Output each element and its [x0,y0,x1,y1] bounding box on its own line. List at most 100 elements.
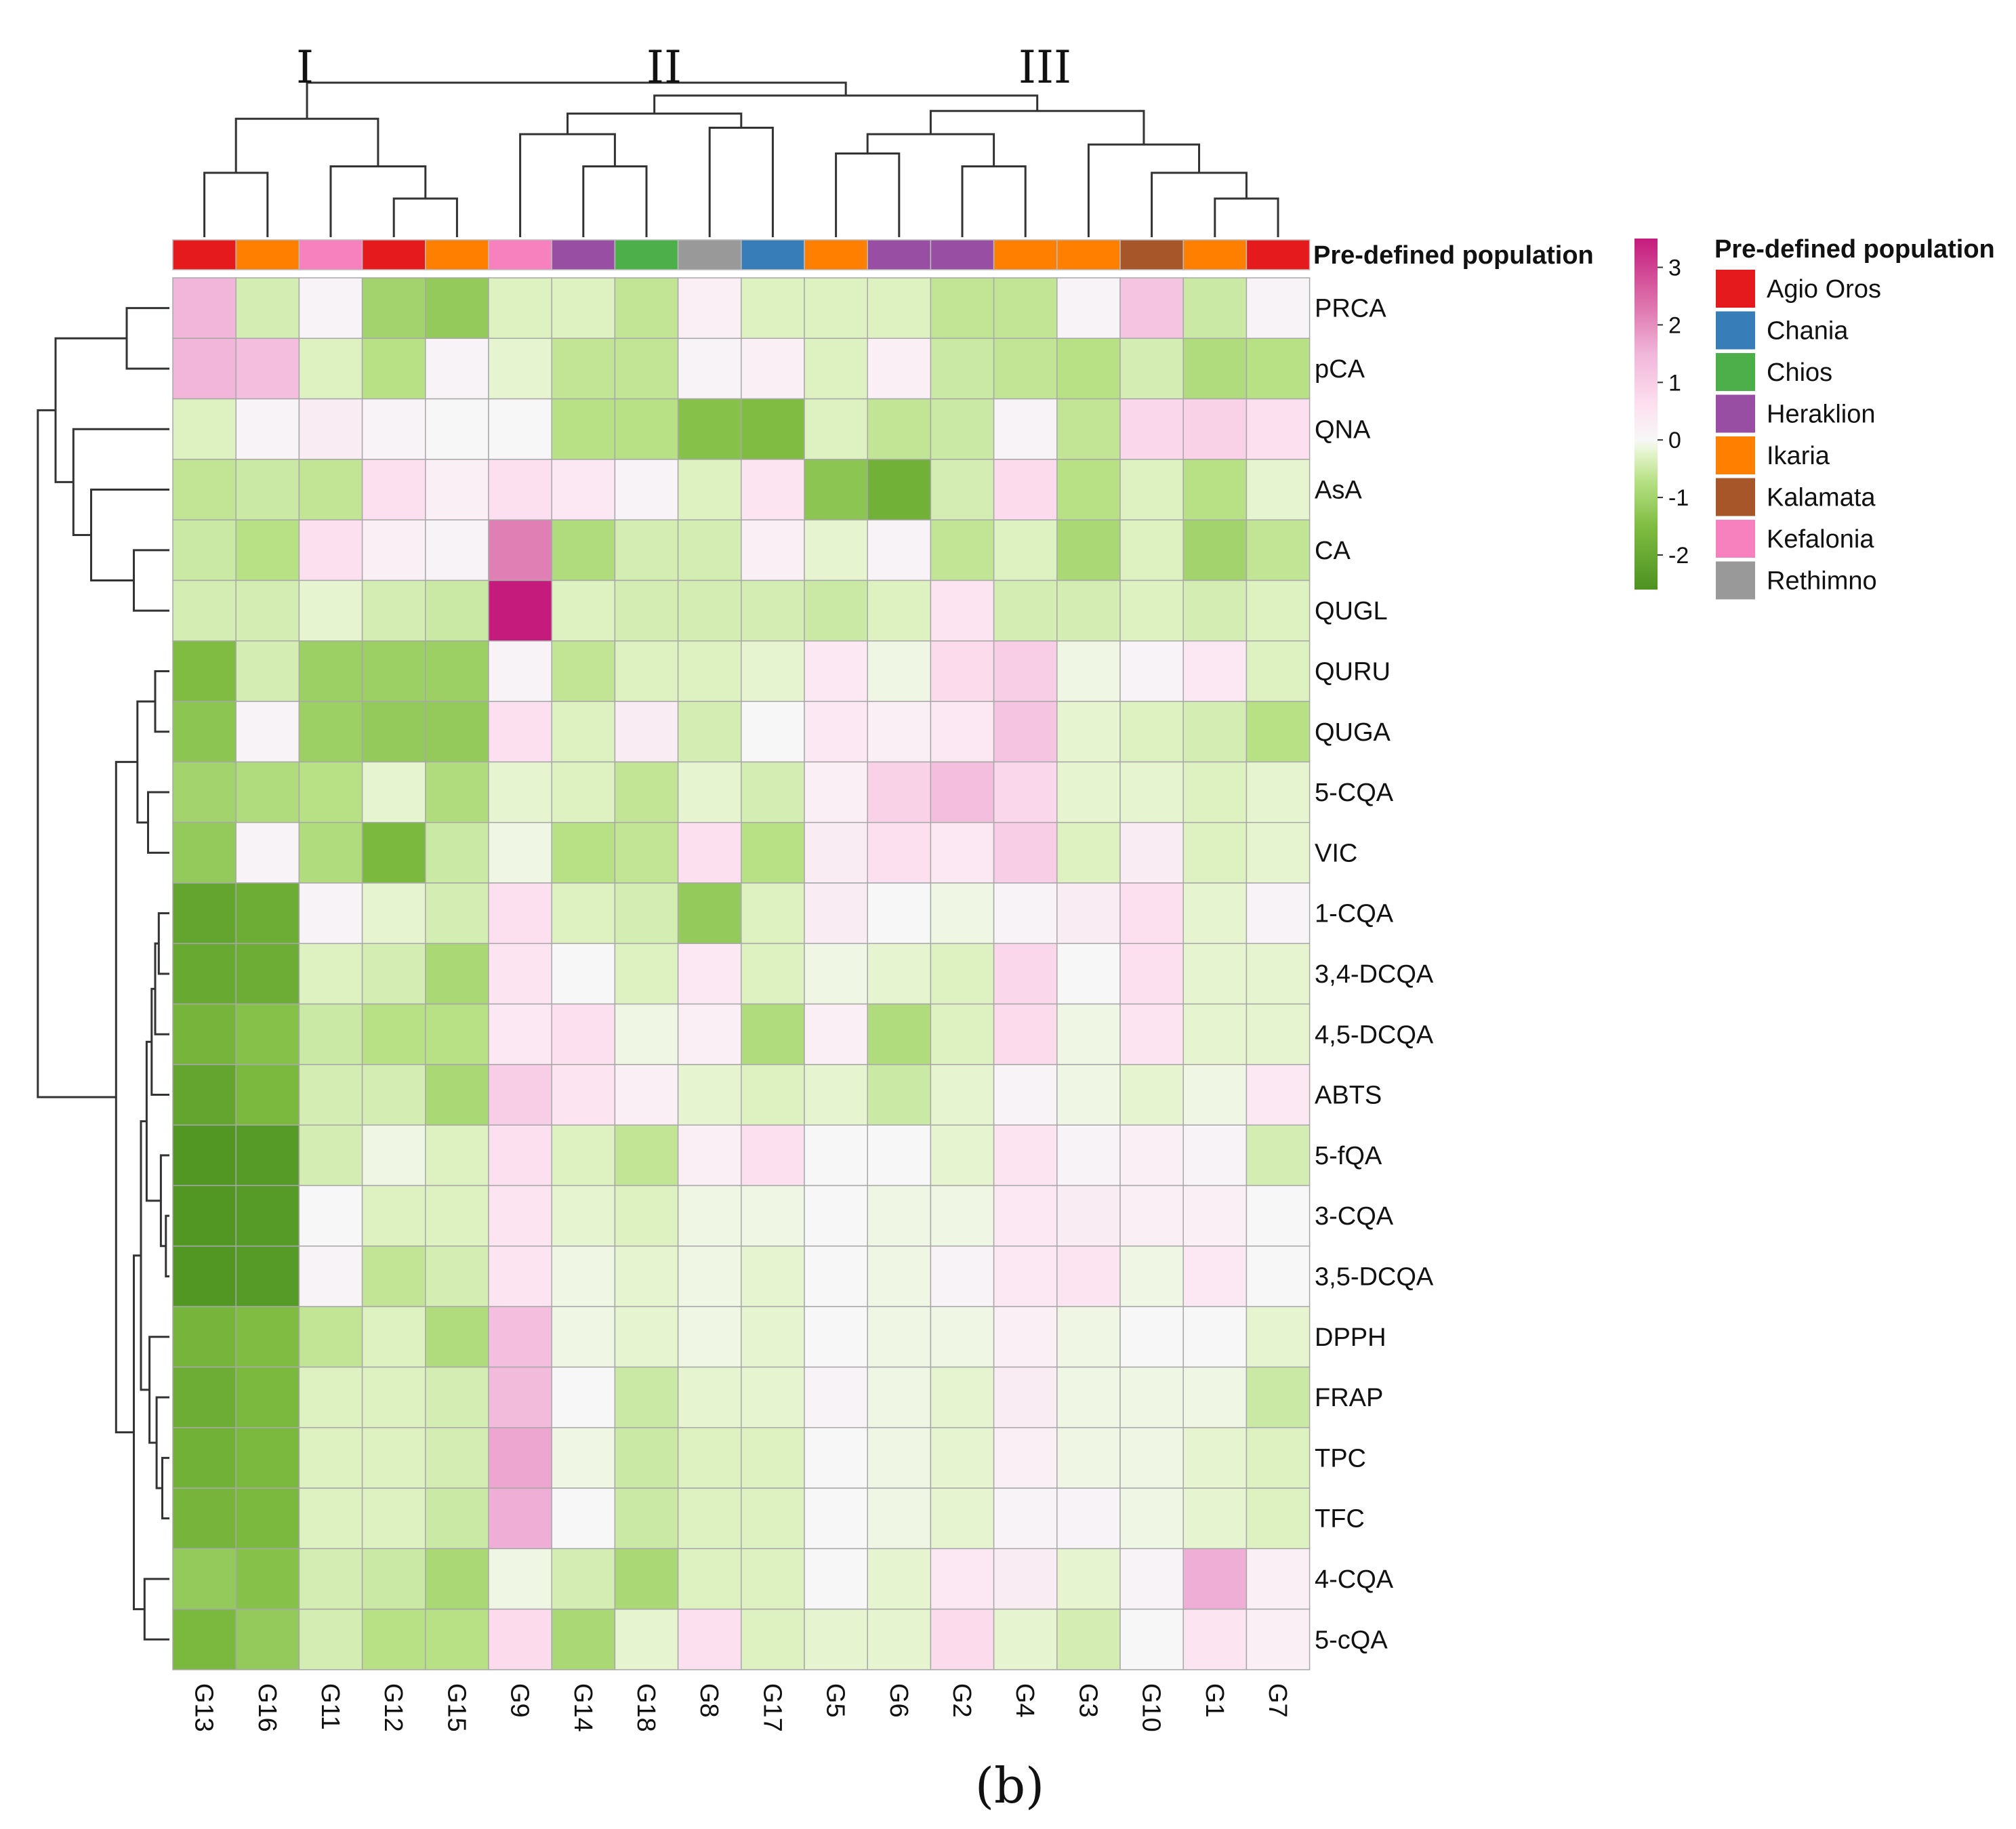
heatmap-cell [1119,337,1184,400]
heatmap-cell [1119,398,1184,460]
column-label: G7 [1263,1683,1292,1718]
heatmap-cell [488,1124,552,1187]
heatmap-cell [172,761,236,823]
heatmap-cell [867,1246,932,1307]
heatmap-cell [1056,519,1121,581]
heatmap-cell [172,579,236,642]
heatmap-cell [804,1246,868,1307]
heatmap-cell [235,1548,300,1610]
heatmap-cell [1056,1246,1121,1307]
legend-swatch [1716,353,1755,391]
heatmap-cell [804,821,868,884]
heatmap-cell [235,1487,300,1550]
heatmap-cell [1119,1124,1184,1187]
heatmap-cell [488,1548,552,1610]
heatmap-cell [1182,1608,1248,1670]
heatmap-cell [741,519,805,581]
heatmap-cell [1246,1124,1311,1187]
heatmap-cell [741,640,805,702]
heatmap-cell [1182,1366,1248,1429]
heatmap-cell [1246,1366,1311,1429]
heatmap-cell [1182,1487,1248,1550]
heatmap-cell [804,1003,868,1065]
heatmap-cell [172,1366,236,1429]
heatmap-cell [488,277,552,340]
dendrogram-branch [147,791,169,854]
heatmap-cell [1246,882,1311,945]
heatmap-cell [677,1426,742,1489]
column-label: G16 [253,1683,281,1732]
heatmap-cell [361,1064,426,1126]
heatmap-cell [425,1366,489,1429]
heatmap-cell [993,1003,1058,1065]
heatmap-cell [425,1124,489,1187]
heatmap-cell [425,459,489,520]
heatmap-cell [804,1608,868,1670]
heatmap-cell [1056,277,1121,340]
heatmap-cell [361,1366,426,1429]
legend-swatch [1716,394,1755,433]
heatmap-cell [930,277,995,340]
heatmap-cell [298,1487,363,1550]
heatmap-cell [804,1306,868,1368]
population-annotation-cell [298,239,363,270]
color-scale-tick-label: -1 [1668,485,1689,511]
heatmap-cell [741,1185,805,1247]
heatmap-cell [677,1064,742,1126]
heatmap-cell [1182,277,1248,340]
heatmap-cell [677,337,742,400]
heatmap-cell [867,519,932,581]
heatmap-cell [993,1487,1058,1550]
heatmap-cell [361,277,426,340]
heatmap-cell [172,1548,236,1610]
heatmap-cell [172,1246,236,1307]
heatmap-cell [425,1608,489,1670]
heatmap-cell [614,943,679,1005]
heatmap-cell [361,1548,426,1610]
dendrogram-branch [133,1254,145,1611]
heatmap-cell [1246,1185,1311,1247]
heatmap-cell [1056,1185,1121,1247]
legend-swatch [1716,561,1755,600]
dendrogram-branch [203,171,269,237]
heatmap-cell [551,398,616,460]
heatmap-cell [867,1608,932,1670]
heatmap-cell [425,337,489,400]
heatmap-cell [677,519,742,581]
heatmap-cell [1246,761,1311,823]
heatmap-cell [298,277,363,340]
heatmap-cell [425,398,489,460]
heatmap-cell [1246,1246,1311,1307]
population-annotation-cell [1119,239,1184,270]
heatmap-cell [551,579,616,642]
heatmap-cell [172,459,236,520]
heatmap-cell [1246,701,1311,763]
dendrogram-branch [929,110,1145,145]
population-annotation-cell [551,239,616,270]
heatmap-cell [930,1003,995,1065]
heatmap-cell [930,1246,995,1307]
heatmap-cell [741,761,805,823]
heatmap-cell [677,882,742,945]
heatmap-cell [235,640,300,702]
population-annotation-cell [425,239,489,270]
population-annotation-cell [172,239,236,270]
heatmap-cell [361,1426,426,1489]
heatmap-cell [235,579,300,642]
heatmap-cell [172,701,236,763]
heatmap-cell [614,1487,679,1550]
dendrogram-branch [154,670,169,733]
heatmap-cell [867,1185,932,1247]
heatmap-cell [551,1124,616,1187]
heatmap-cell [1182,1064,1248,1126]
heatmap-cell [1119,1426,1184,1489]
heatmap-cell [614,459,679,520]
row-label: 5-CQA [1315,779,1394,807]
heatmap-cell [361,519,426,581]
heatmap-cell [930,821,995,884]
population-legend: Pre-defined population Agio Oros Chania Ch… [1714,235,1995,600]
color-scale-tick-label: 1 [1668,370,1681,396]
heatmap-cell [1246,1003,1311,1065]
heatmap-cell [172,640,236,702]
heatmap-cell [993,277,1058,340]
